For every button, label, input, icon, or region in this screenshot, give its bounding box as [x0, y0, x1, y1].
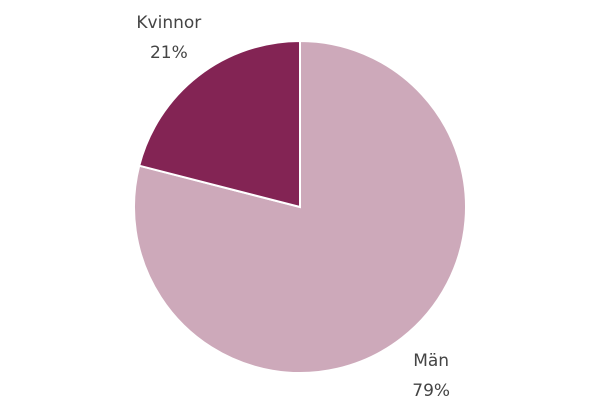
pie-slice: [137, 39, 301, 209]
pie-slice: [133, 39, 467, 374]
slice-value-label: 21%: [150, 43, 188, 63]
slice-label: Kvinnor: [136, 13, 201, 33]
slice-value-label: 79%: [412, 381, 450, 401]
slice-label: Män: [413, 351, 449, 371]
